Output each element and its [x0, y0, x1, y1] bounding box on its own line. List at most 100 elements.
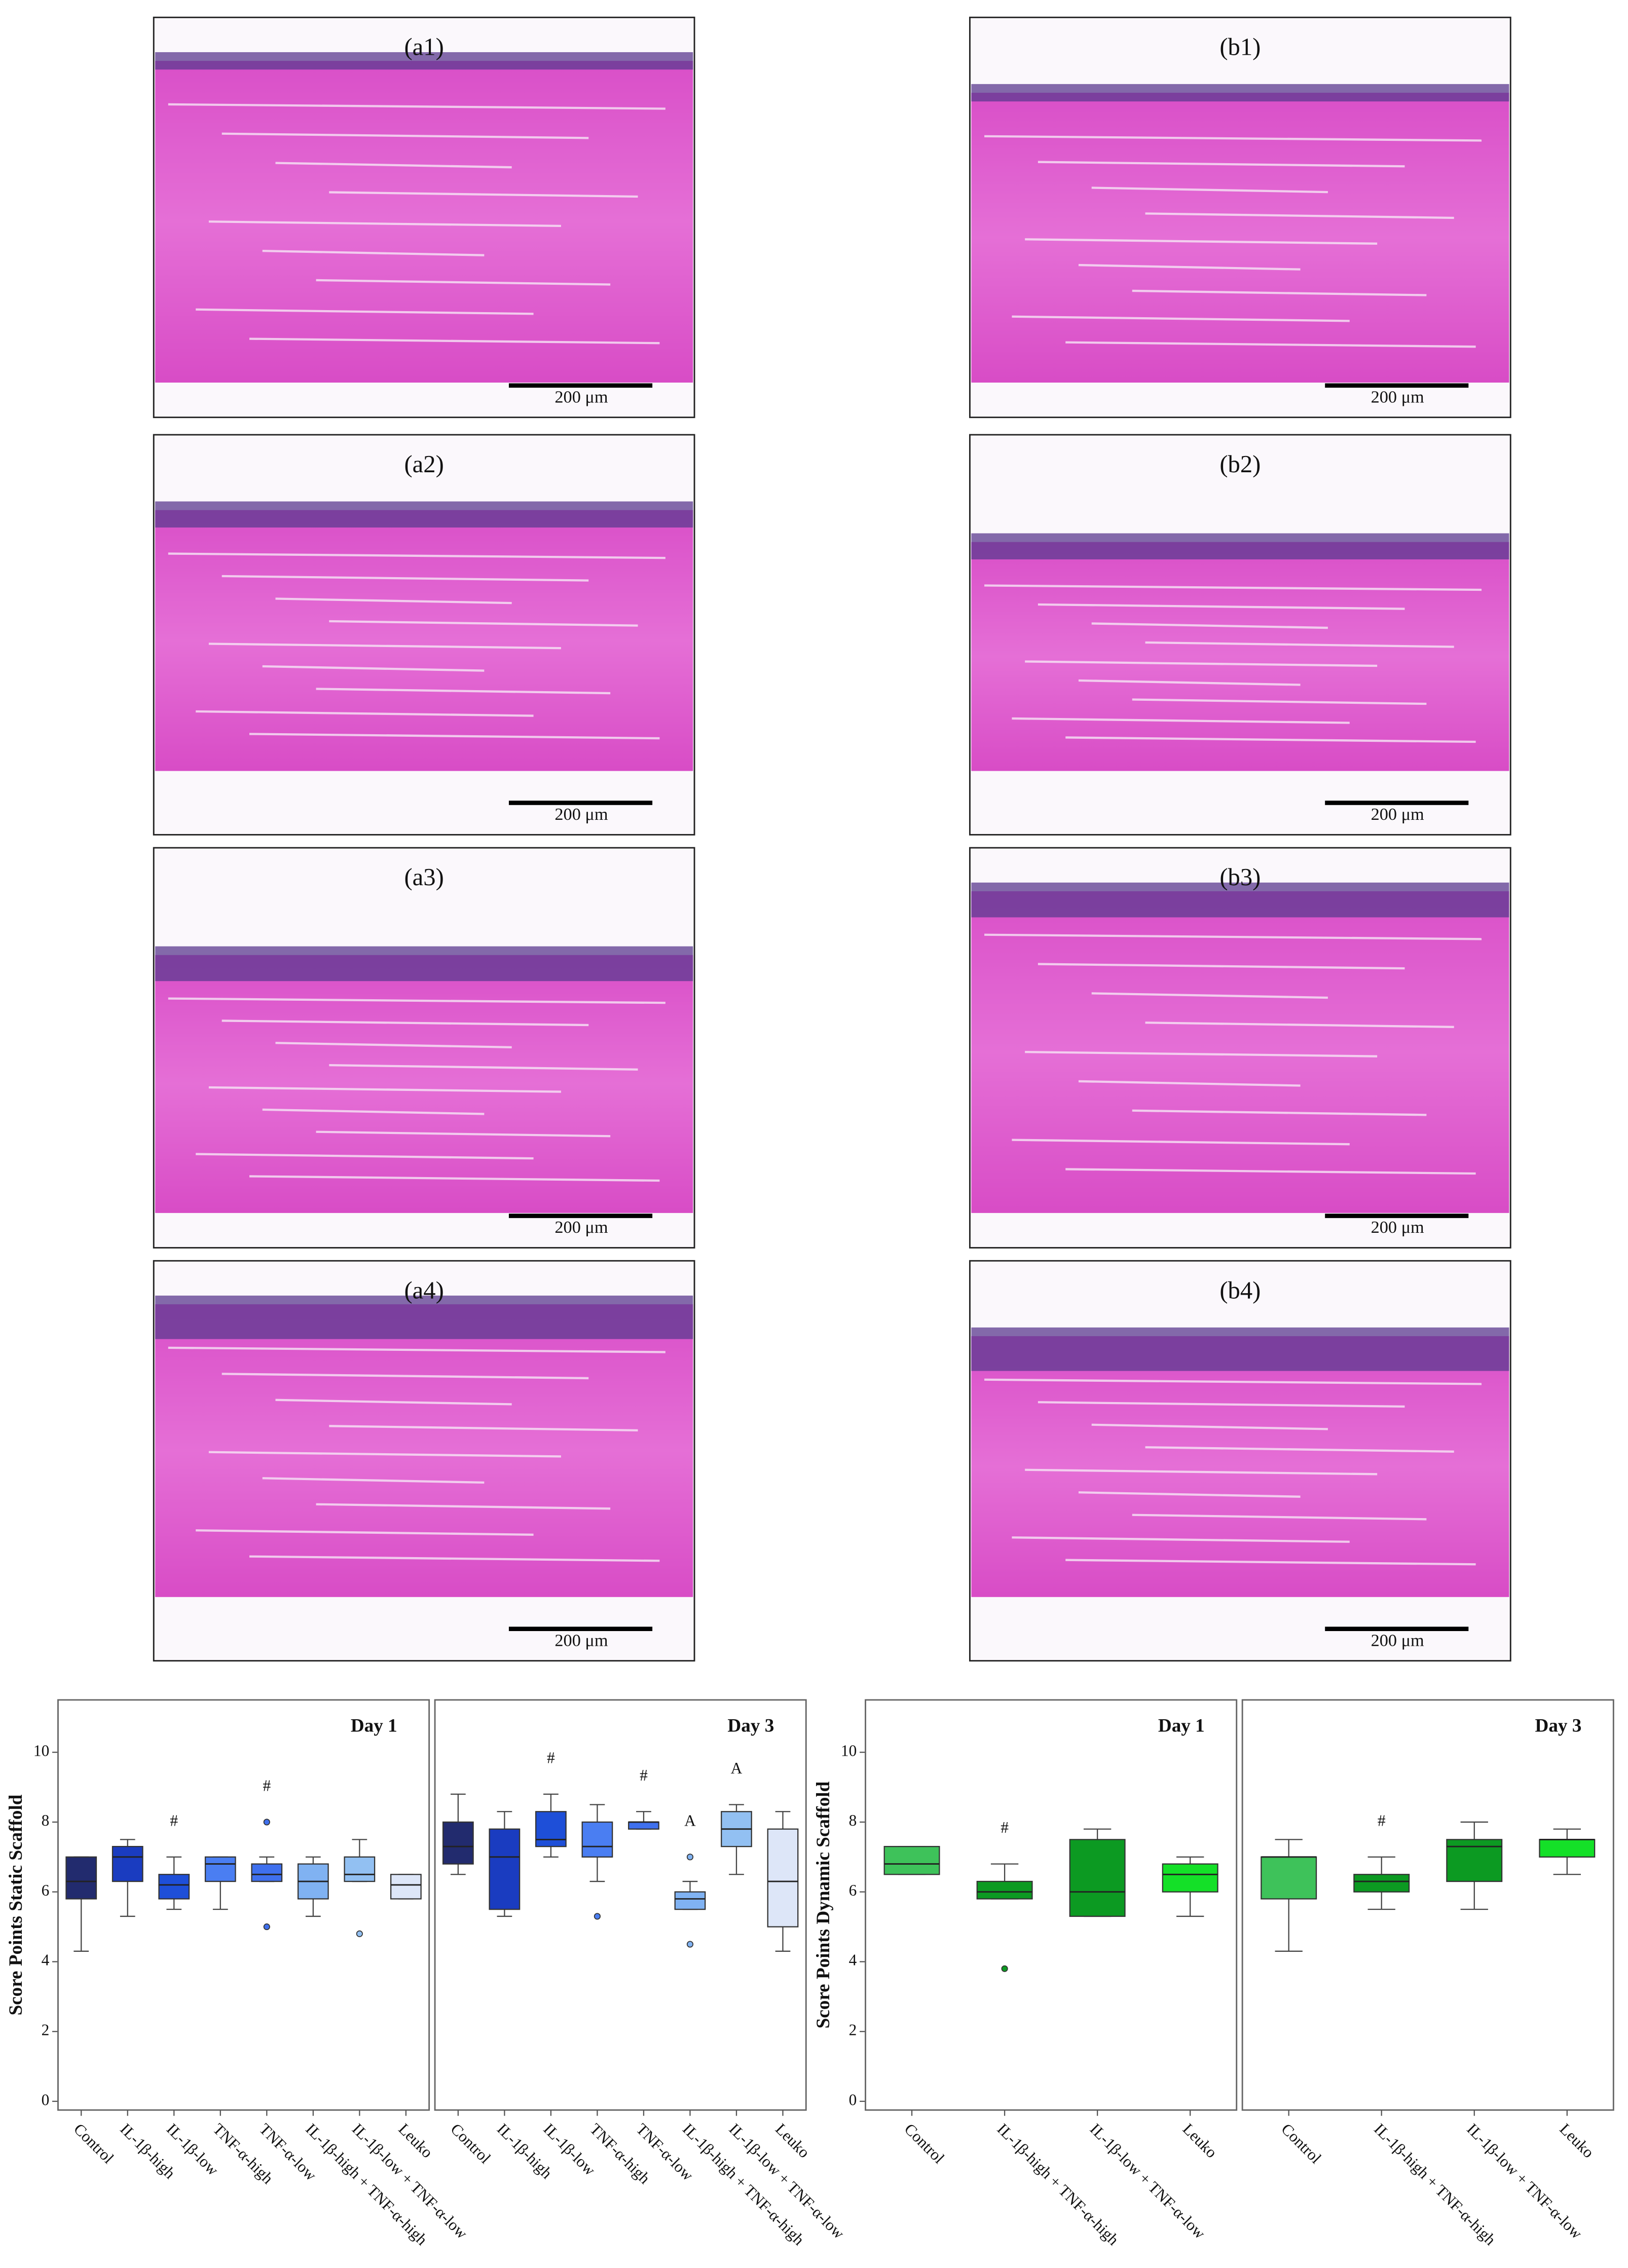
fiber-streak [316, 688, 611, 695]
y-tick-label: 10 [33, 1742, 49, 1759]
outlier [594, 1913, 601, 1920]
fiber-streak [1038, 603, 1405, 610]
significance-mark: # [263, 1777, 271, 1795]
fiber-streak [275, 597, 512, 604]
fiber-streak [1065, 1559, 1476, 1566]
fiber-streak [1091, 622, 1328, 629]
fiber-streak [984, 584, 1482, 591]
y-tick-label: 0 [42, 2091, 50, 2108]
fiber-streak [1038, 161, 1405, 168]
fiber-streak [1025, 1468, 1378, 1476]
box [344, 1856, 376, 1882]
outlier [356, 1930, 363, 1937]
y-tick-label: 2 [42, 2021, 50, 2038]
fiber-streak [1065, 1168, 1476, 1175]
cell-layer [155, 501, 693, 528]
x-tick-label: Leuko [1556, 2120, 1598, 2162]
cell-layer [971, 882, 1509, 918]
y-axis-label: Score Points Dynamic Scaffold [813, 1781, 834, 2028]
x-tick-label: Control [1278, 2120, 1325, 2167]
fiber-streak [984, 135, 1482, 142]
box [112, 1846, 143, 1882]
fiber-streak [262, 249, 485, 256]
panel-label: (a2) [404, 450, 444, 478]
fiber-streak [1078, 679, 1301, 686]
fiber-streak [984, 1378, 1482, 1385]
fiber-streak [262, 1108, 485, 1115]
fiber-streak [1091, 186, 1328, 194]
fiber-streak [1132, 1109, 1427, 1116]
y-tick-label: 2 [849, 2021, 857, 2038]
fiber-streak [1145, 641, 1454, 648]
panel-title: Day 1 [351, 1716, 397, 1736]
fiber-streak [196, 308, 534, 315]
fiber-streak [168, 552, 665, 559]
significance-mark: A [731, 1759, 743, 1777]
tissue [155, 955, 693, 1213]
y-tick-label: 0 [849, 2091, 857, 2108]
tissue [155, 1304, 693, 1597]
fiber-streak [221, 575, 589, 582]
box [251, 1863, 283, 1882]
y-tick-label: 8 [849, 1811, 857, 1829]
box [65, 1856, 97, 1900]
y-axis-label: Score Points Static Scaffold [6, 1794, 26, 2015]
panel-frame [57, 1699, 430, 2111]
fiber-streak [1012, 1139, 1350, 1146]
fiber-streak [249, 337, 660, 345]
fiber-streak [1025, 1050, 1378, 1057]
x-tick-label: Leuko [772, 2120, 813, 2162]
panel-title: Day 1 [1158, 1716, 1205, 1736]
fiber-streak [196, 1153, 534, 1160]
significance-mark: # [1001, 1819, 1009, 1836]
box [1539, 1839, 1596, 1858]
significance-mark: A [684, 1811, 696, 1829]
fiber-streak [221, 1373, 589, 1380]
panel-title: Day 3 [727, 1716, 774, 1736]
box [1069, 1839, 1126, 1917]
x-tick-label: Leuko [395, 2120, 436, 2162]
fiber-streak [1038, 1401, 1405, 1408]
box [628, 1821, 659, 1830]
fiber-streak [221, 1019, 589, 1027]
fiber-streak [262, 665, 485, 672]
y-tick-label: 8 [42, 1811, 50, 1829]
fiber-streak [316, 1130, 611, 1138]
box [535, 1811, 567, 1847]
cell-layer [971, 84, 1509, 102]
panel-label: (a4) [404, 1276, 444, 1304]
fiber-streak [168, 997, 665, 1004]
fiber-streak [196, 710, 534, 717]
fiber-streak [1078, 1491, 1301, 1498]
y-tick-label: 6 [849, 1881, 857, 1899]
fiber-streak [1078, 263, 1301, 271]
panel-label: (a3) [404, 863, 444, 891]
cell-layer [971, 1327, 1509, 1371]
fiber-streak [1012, 717, 1350, 724]
significance-mark: # [640, 1766, 648, 1784]
y-tick-label: 6 [42, 1881, 50, 1899]
fiber-streak [249, 1175, 660, 1182]
y-tick-label: 10 [841, 1742, 857, 1759]
fiber-streak [208, 220, 561, 227]
panel-frame [865, 1699, 1238, 2111]
box [1162, 1863, 1218, 1893]
panel-frame [434, 1699, 807, 2111]
fiber-streak [1065, 341, 1476, 348]
scale-bar-label: 200 μm [1371, 387, 1424, 406]
cell-layer [155, 946, 693, 981]
outlier [263, 1923, 270, 1931]
fiber-streak [1091, 1423, 1328, 1430]
box [581, 1821, 613, 1858]
tissue [155, 510, 693, 771]
fiber-streak [208, 642, 561, 650]
tissue [971, 1336, 1509, 1597]
fiber-streak [221, 132, 589, 139]
box [204, 1856, 236, 1882]
y-tick-label: 4 [849, 1951, 857, 1969]
fiber-streak [1132, 289, 1427, 296]
fiber-streak [1038, 963, 1405, 970]
fiber-streak [1145, 1446, 1454, 1453]
fiber-streak [1078, 1080, 1301, 1087]
